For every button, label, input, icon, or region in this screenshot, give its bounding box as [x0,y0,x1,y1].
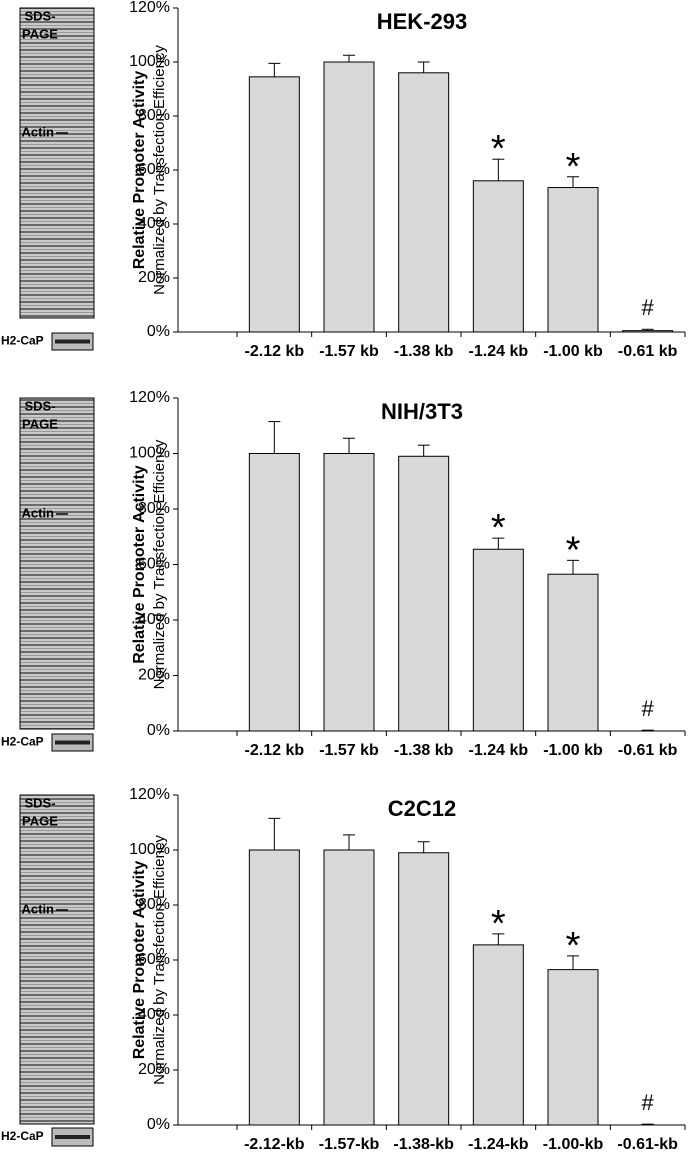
bar [248,76,300,333]
chart-title: C2C12 [388,796,456,821]
y-tick-label: 80% [138,107,170,124]
annotation: * [491,507,506,549]
x-tick-label: -1.57 kb [319,343,379,360]
gel-band [55,1135,90,1139]
y-axis-title: Relative Promoter Activity [131,861,148,1060]
y-axis-subtitle: Normalized by Transfection Efficiency [151,835,168,1085]
annotation: # [642,696,655,721]
bar [398,455,450,732]
bar [547,187,599,333]
bar [323,61,375,333]
x-tick-label: -2.12-kb [244,1136,305,1153]
bar [472,548,524,732]
y-tick-label: 60% [138,556,170,573]
gel-image [19,397,95,730]
gel-label: PAGE [22,26,58,41]
x-tick-label: -0.61 kb [618,343,678,360]
y-tick-label: 40% [138,215,170,232]
y-tick-label: 60% [138,951,170,968]
y-axis-title: Relative Promoter Activity [131,71,148,270]
y-tick-label: 0% [147,722,170,739]
y-axis-subtitle: Normalized by Transfection Efficiency [151,439,168,689]
x-tick-label: -1.38 kb [394,742,454,759]
y-tick-label: 20% [138,1061,170,1078]
gel-image [19,794,95,1125]
y-tick-label: 100% [129,841,170,858]
y-tick-label: 80% [138,896,170,913]
x-tick-label: -2.12 kb [245,742,305,759]
y-tick-label: 80% [138,500,170,517]
x-tick-label: -1.00 kb [543,742,603,759]
gel-label: H2-CaP [1,1129,44,1143]
chart-title: NIH/3T3 [381,399,463,424]
bar [472,180,524,333]
y-tick-label: 120% [129,0,170,16]
annotation: # [642,295,655,320]
gel-band [55,740,90,745]
x-tick-label: -2.12 kb [245,343,305,360]
y-tick-label: 100% [129,445,170,462]
y-tick-label: 120% [129,786,170,803]
gel-label: H2-CaP [1,735,44,749]
x-tick-label: -1.00 kb [543,343,603,360]
bar [248,453,300,732]
gel-band [55,339,90,344]
y-axis-title: Relative Promoter Activity [131,465,148,664]
annotation: * [566,146,581,188]
gel-label: SDS- [24,398,55,413]
bar [622,330,674,333]
x-tick-label: -1.24 kb [469,742,529,759]
bar [323,453,375,732]
gel-label: H2-CaP [1,334,44,348]
x-tick-label: -1.00-kb [543,1136,604,1153]
y-tick-label: 40% [138,1006,170,1023]
x-tick-label: -1.24 kb [469,343,529,360]
gel-label: Actin [22,901,55,916]
gel-image [19,7,95,319]
x-tick-label: -1.57-kb [319,1136,380,1153]
x-tick-label: -1.24-kb [468,1136,529,1153]
gel-label: PAGE [22,813,58,828]
annotation: * [566,925,581,967]
y-tick-label: 100% [129,53,170,70]
annotation: * [491,903,506,945]
y-tick-label: 60% [138,161,170,178]
bar [547,969,599,1126]
y-tick-label: 0% [147,1116,170,1133]
x-tick-label: -1.38 kb [394,343,454,360]
y-tick-label: 20% [138,667,170,684]
bar [472,944,524,1126]
gel-label: SDS- [24,795,55,810]
bar [398,72,450,333]
annotation: # [642,1090,655,1115]
gel-label: Actin [22,505,55,520]
x-tick-label: -0.61 kb [618,742,678,759]
y-tick-label: 120% [129,389,170,406]
y-tick-label: 0% [147,323,170,340]
gel-label: SDS- [24,8,55,23]
x-tick-label: -1.38-kb [393,1136,454,1153]
x-tick-label: -1.57 kb [319,742,379,759]
bar [323,849,375,1126]
annotation: * [491,128,506,170]
annotation: * [566,529,581,571]
bar [398,852,450,1126]
bar [547,573,599,732]
gel-label: Actin [22,124,55,139]
y-axis-subtitle: Normalized by Transfection Efficiency [151,45,168,295]
x-tick-label: -0.61-kb [617,1136,678,1153]
bar [248,849,300,1126]
y-tick-label: 40% [138,611,170,628]
gel-label: PAGE [22,416,58,431]
chart-title: HEK-293 [377,9,467,34]
y-tick-label: 20% [138,269,170,286]
